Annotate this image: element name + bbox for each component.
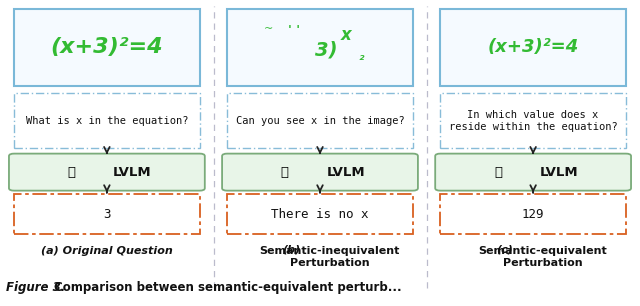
Text: (x+3)²=4: (x+3)²=4 (488, 39, 579, 56)
Text: Semantic-equivalent
Perturbation: Semantic-equivalent Perturbation (478, 246, 607, 268)
Text: (c): (c) (496, 245, 513, 255)
Text: Comparison between semantic-equivalent perturb...: Comparison between semantic-equivalent p… (54, 281, 402, 294)
Bar (227, 9, 413, 86)
Text: 3: 3 (103, 208, 111, 221)
Text: 3): 3) (315, 41, 338, 60)
Text: ₂: ₂ (359, 50, 364, 63)
Text: 🤖: 🤖 (68, 166, 76, 179)
Text: ~: ~ (264, 24, 273, 34)
FancyBboxPatch shape (222, 154, 418, 191)
Text: x: x (340, 26, 351, 44)
Bar (227, 93, 413, 148)
Bar (14, 93, 200, 148)
FancyBboxPatch shape (435, 154, 631, 191)
Text: (b): (b) (282, 245, 300, 255)
Bar (14, 194, 200, 234)
Text: LVLM: LVLM (326, 166, 365, 179)
Text: There is no x: There is no x (271, 208, 369, 221)
Text: In which value does x
reside within the equation?: In which value does x reside within the … (449, 110, 618, 132)
Bar (227, 194, 413, 234)
Text: LVLM: LVLM (540, 166, 578, 179)
Text: What is x in the equation?: What is x in the equation? (26, 116, 188, 126)
Text: (a) Original Question: (a) Original Question (41, 246, 173, 256)
Bar (440, 93, 626, 148)
Bar (14, 9, 200, 86)
Bar (440, 194, 626, 234)
Text: LVLM: LVLM (113, 166, 152, 179)
Text: Semantic-inequivalent
Perturbation: Semantic-inequivalent Perturbation (259, 246, 400, 268)
FancyBboxPatch shape (9, 154, 205, 191)
Bar (440, 9, 626, 86)
Text: 129: 129 (522, 208, 545, 221)
Text: (x+3)²=4: (x+3)²=4 (51, 37, 163, 58)
Text: 🤖: 🤖 (494, 166, 502, 179)
Text: Can you see x in the image?: Can you see x in the image? (236, 116, 404, 126)
Text: Figure 3.: Figure 3. (6, 281, 70, 294)
Text: 🤖: 🤖 (281, 166, 289, 179)
Text: ' ': ' ' (289, 24, 300, 37)
